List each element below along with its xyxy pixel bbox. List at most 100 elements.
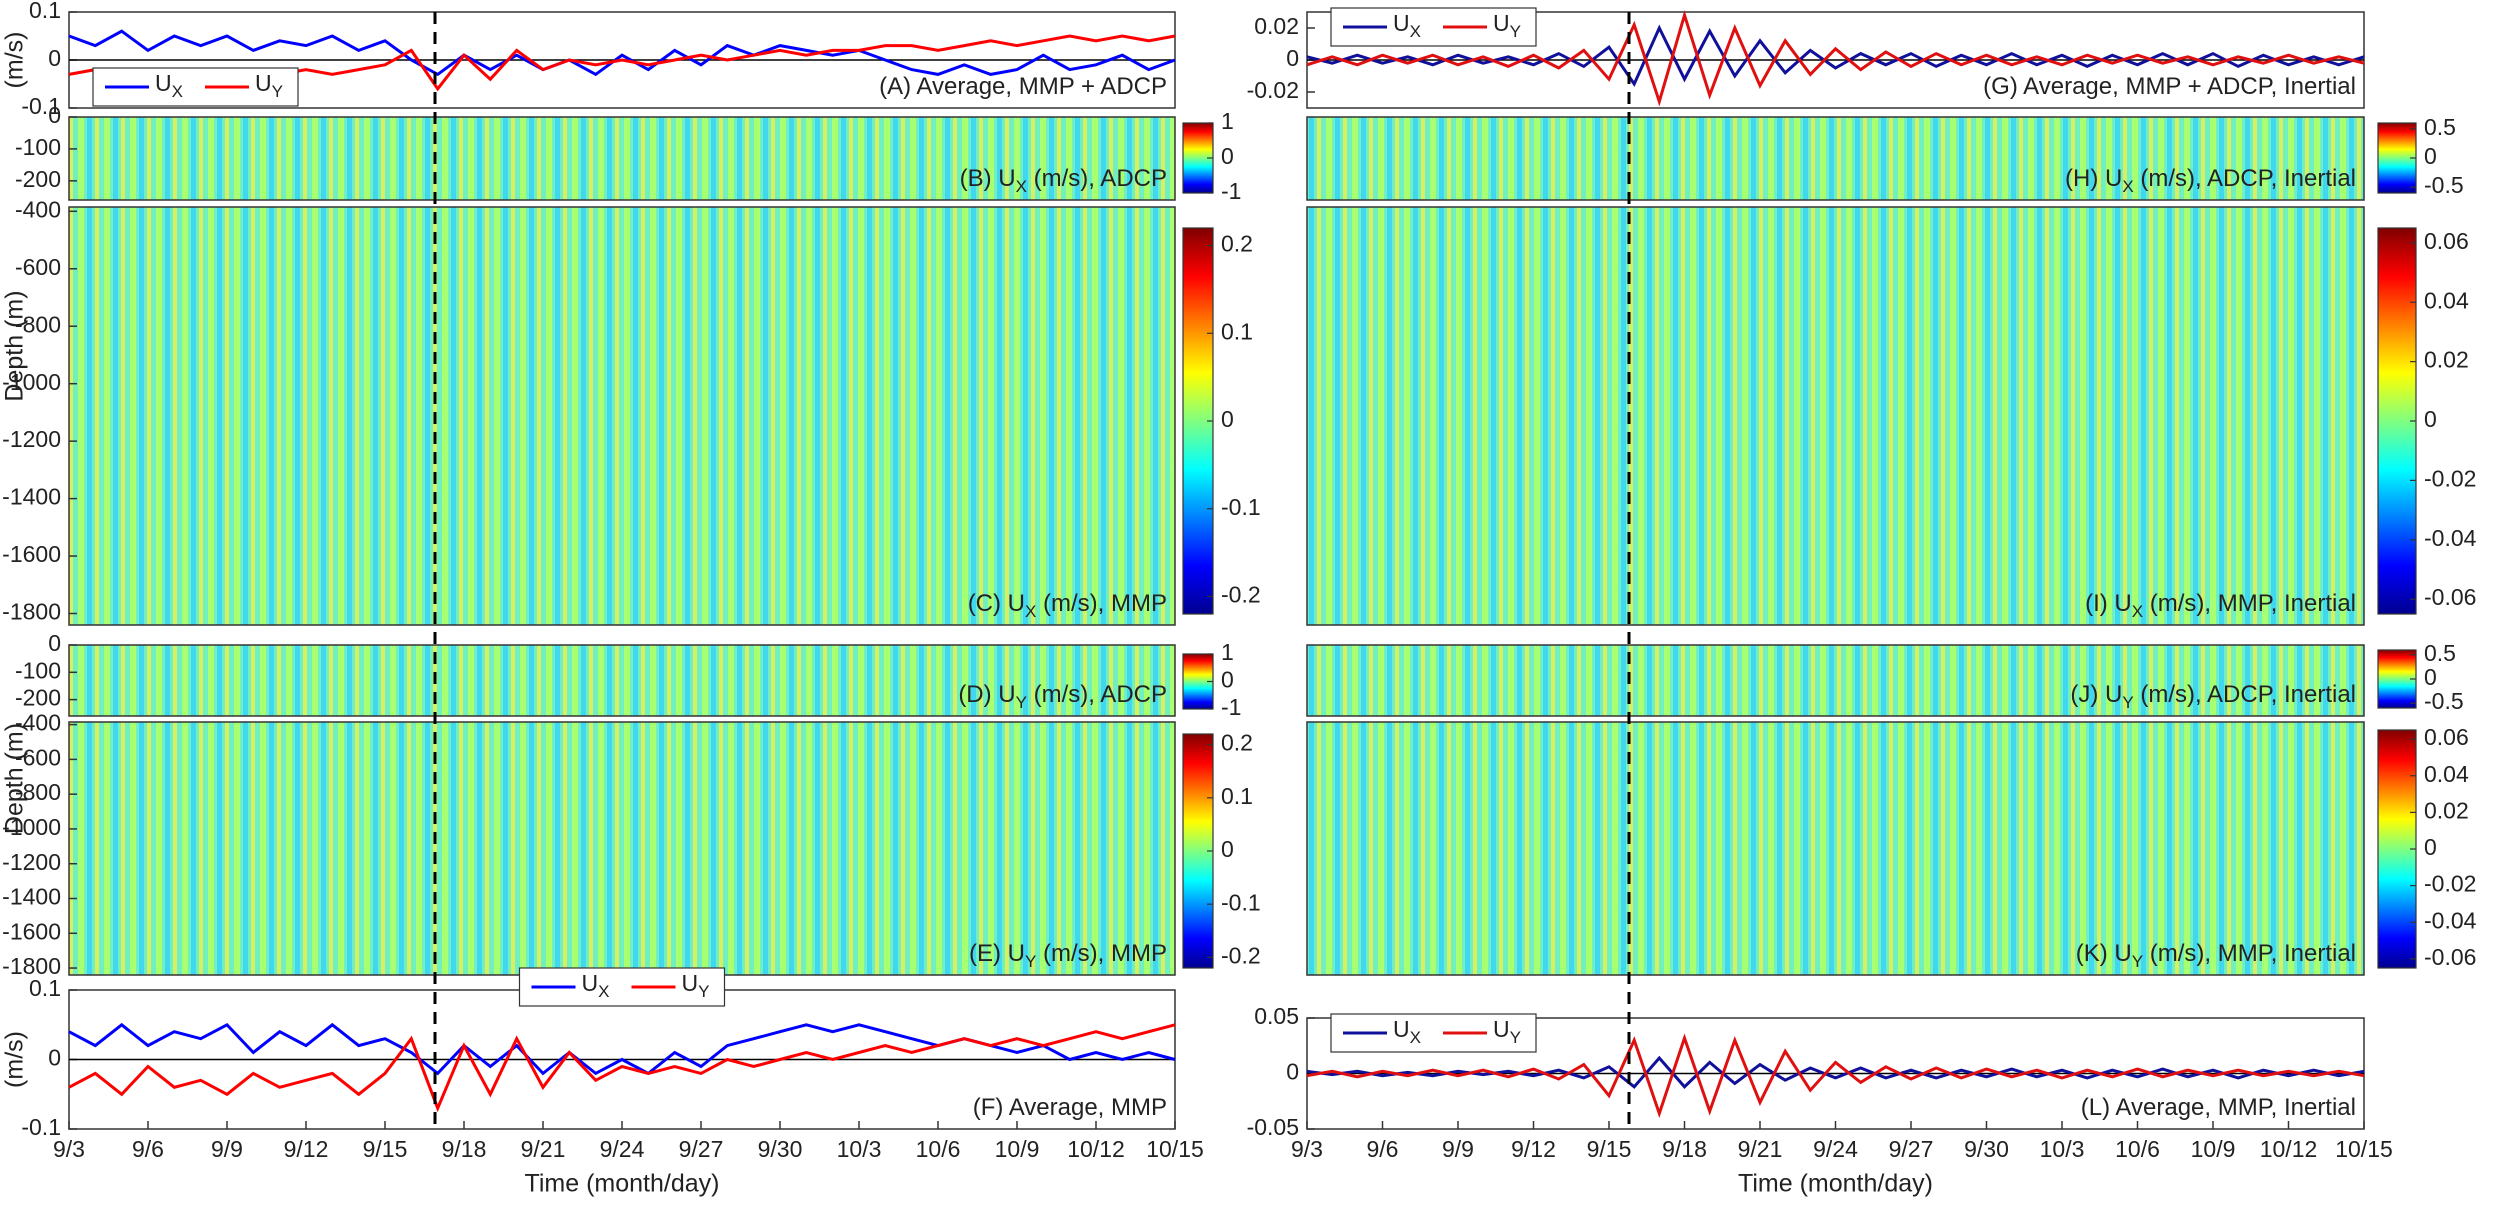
x-tick-label: 10/3 [2040,1136,2085,1162]
panel-title: (J) UY (m/s), ADCP, Inertial [2070,681,2356,712]
colorbar-tick-label: 0.2 [1221,231,1253,257]
colorbar-tick-label: 0 [1221,836,1234,862]
subscript: Y [272,82,283,101]
text-part: (L) Average, MMP, Inertial [2081,1094,2356,1121]
colorbar-tick-label: -0.5 [2424,172,2464,198]
colorbar-tick-label: 0.1 [1221,318,1253,344]
y-tick-label: -0.1 [21,93,61,119]
text-part: (H) U [2065,165,2122,192]
text-part: (G) Average, MMP + ADCP, Inertial [1983,73,2356,100]
x-tick-label: 9/27 [1889,1136,1934,1162]
text-part: (m/s), ADCP, Inertial [2134,681,2356,708]
panel-frame [1306,116,2365,201]
colorbar-tick-label: 0.04 [2424,287,2469,313]
legend-label: UX [582,970,610,1001]
colorbar-tick-label: 0 [1221,406,1234,432]
y-tick-label: -800 [15,779,61,805]
y-tick-label: 0 [48,45,61,71]
text-part: (J) U [2070,681,2122,708]
text-part: U [1393,1016,1410,1042]
panel-frame [68,206,1176,626]
x-tick-label: 9/3 [53,1136,85,1162]
subscript: Y [698,982,709,1001]
colorbar-tick-label: 0 [2424,664,2437,690]
legend-label: UY [255,70,283,101]
y-tick-label: 0.1 [29,0,61,23]
x-tick-label: 9/12 [284,1136,329,1162]
legend-label: UY [1493,1016,1521,1047]
text-part: (m/s), MMP, Inertial [2143,590,2356,617]
series-line [68,1023,1176,1113]
series-line [1306,1055,2365,1089]
colorbar-tick-label: 0 [1221,667,1234,693]
text-part: (m/s), MMP [1036,940,1167,967]
x-tick-label: 9/30 [758,1136,803,1162]
x-axis-title: Time (month/day) [1738,1170,1933,1198]
colorbar-tick-label: 1 [1221,108,1234,134]
x-tick-label: 9/12 [1511,1136,1556,1162]
x-tick-label: 9/9 [1442,1136,1474,1162]
subscript: X [1410,1028,1421,1047]
text-part: (K) U [2076,940,2132,967]
y-tick-label: -400 [15,196,61,222]
text-part: U [1493,1016,1510,1042]
y-axis-title: (m/s) [1,1031,29,1088]
heatmap-field [1307,645,2364,716]
colorbar-tick-label: 0.5 [2424,640,2456,666]
x-tick-label: 10/12 [1067,1136,1125,1162]
y-tick-label: 0 [1286,1059,1299,1085]
y-tick-label: 0 [1286,45,1299,71]
y-tick-label: -0.02 [1247,77,1299,103]
y-tick-label: -1400 [2,884,61,910]
y-tick-label: -100 [15,134,61,160]
y-tick-label: -1800 [2,599,61,625]
legend-label: UX [1393,10,1421,41]
x-tick-label: 10/9 [2191,1136,2236,1162]
text-part: U [1393,10,1410,36]
legend-box [92,67,299,107]
panel-title: (D) UY (m/s), ADCP [958,681,1167,712]
colorbar-tick-label: 0 [2424,834,2437,860]
panel-title: (G) Average, MMP + ADCP, Inertial [1983,73,2356,100]
panel-title: (B) UX (m/s), ADCP [960,165,1167,196]
y-tick-label: -1800 [2,953,61,979]
text-part: (m/s), ADCP, Inertial [2134,165,2356,192]
y-tick-label: -800 [15,311,61,337]
y-axis-title: (m/s) [1,32,29,89]
y-tick-label: -400 [15,710,61,736]
x-tick-label: 10/3 [837,1136,882,1162]
heatmap-field [69,645,1175,716]
panel-title: (L) Average, MMP, Inertial [2081,1094,2356,1121]
colorbar-tick-label: -0.5 [2424,688,2464,714]
panel-frame [68,644,1176,717]
y-tick-label: 0 [48,1045,61,1071]
colorbar-tick-label: 1 [1221,639,1234,665]
colorbar [2377,122,2417,194]
y-tick-label: 0.02 [1254,13,1299,39]
text-part: (I) U [2085,590,2132,617]
x-tick-label: 9/15 [1587,1136,1632,1162]
subscript: X [2132,602,2143,621]
subscript: X [2122,177,2133,196]
x-tick-label: 9/15 [363,1136,408,1162]
colorbar-tick-label: -0.04 [2424,907,2477,933]
text-part: (B) U [960,165,1016,192]
x-tick-label: 9/27 [679,1136,724,1162]
heatmap-field [69,117,1175,200]
text-part: (E) U [969,940,1025,967]
colorbar-tick-label: 0.5 [2424,114,2456,140]
panel-title: (H) UX (m/s), ADCP, Inertial [2065,165,2356,196]
x-tick-label: 10/9 [995,1136,1040,1162]
subscript: X [1016,177,1027,196]
panel-title: (E) UY (m/s), MMP [969,940,1167,971]
colorbar-tick-label: 0.04 [2424,761,2469,787]
subscript: Y [1510,22,1521,41]
panel-title: (F) Average, MMP [973,1094,1167,1121]
x-tick-label: 9/9 [211,1136,243,1162]
text-part: U [155,70,172,96]
colorbar-tick-label: -0.1 [1221,494,1261,520]
x-tick-label: 10/6 [916,1136,961,1162]
panel-frame [1306,644,2365,717]
y-tick-label: -1400 [2,484,61,510]
